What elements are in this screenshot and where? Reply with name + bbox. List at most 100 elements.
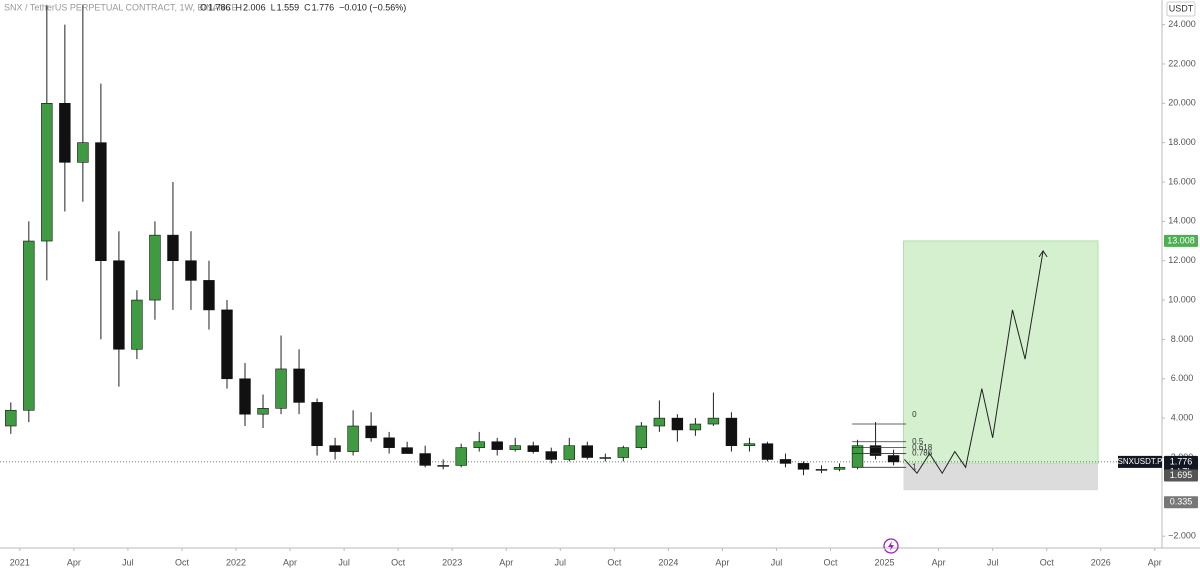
header-c-label: C	[304, 2, 311, 12]
lightning-icon[interactable]	[883, 538, 899, 554]
y-tick-label: 10.000	[1168, 294, 1196, 304]
x-tick-label: Jul	[771, 557, 783, 567]
candle-body	[707, 417, 720, 425]
fib-label: 0.5	[912, 437, 924, 446]
candle-body	[671, 417, 684, 431]
candle-body	[473, 441, 485, 448]
x-tick-label: Apr	[283, 557, 297, 567]
candle-body	[95, 142, 107, 262]
candle-body	[239, 378, 251, 415]
candle-body	[203, 280, 215, 311]
target-label: 13.008	[1167, 235, 1195, 245]
header: SNX / TetherUS PERPETUAL CONTRACT, 1W, B…	[4, 2, 238, 12]
candle-body	[599, 457, 612, 459]
y-tick-label: 4.000	[1171, 413, 1194, 423]
candle-body	[347, 425, 359, 452]
candle-body	[365, 425, 377, 439]
profit-zone	[903, 240, 1099, 464]
header-o: 1.786	[208, 2, 231, 12]
stop-label: 0.335	[1170, 497, 1193, 507]
x-tick-label: Oct	[824, 557, 839, 567]
candle-body	[743, 443, 756, 446]
x-tick-label: Jul	[338, 557, 350, 567]
candle-body	[185, 260, 197, 281]
candle-body	[23, 240, 35, 411]
projection-path	[904, 250, 1044, 475]
candle-body	[491, 441, 503, 450]
x-tick-label: Apr	[932, 557, 946, 567]
header-o-label: O	[200, 2, 207, 12]
currency: USDT	[1169, 3, 1194, 13]
x-tick-label: Apr	[67, 557, 81, 567]
header-change: −0.010 (−0.56%)	[339, 2, 406, 12]
candle-body	[653, 417, 666, 427]
x-tick-label: Oct	[175, 557, 190, 567]
candle-body	[689, 423, 702, 431]
fib-label: 1	[912, 462, 917, 471]
candle-body	[419, 453, 431, 466]
candle-body	[635, 425, 648, 448]
candle-body	[725, 417, 738, 446]
header-h: 2.006	[243, 2, 266, 12]
x-tick-label: Oct	[607, 557, 622, 567]
candle-body	[851, 445, 864, 468]
ticker: SNXUSDT.P	[1118, 457, 1163, 466]
candle-body	[797, 463, 810, 470]
x-tick-label: 2025	[875, 557, 895, 567]
candle-body	[869, 445, 882, 456]
candle-body	[545, 451, 557, 460]
x-tick-label: Jul	[555, 557, 567, 567]
symbol: SNX / TetherUS PERPETUAL CONTRACT, 1W, B…	[4, 2, 238, 12]
y-tick-label: 14.000	[1168, 216, 1196, 226]
candle-body	[131, 299, 143, 350]
x-tick-label: Oct	[391, 557, 406, 567]
candle-body	[221, 309, 233, 380]
candle-body	[437, 465, 449, 467]
last-price-label: 1.776	[1170, 456, 1193, 466]
y-tick-label: −2.000	[1168, 531, 1196, 541]
x-tick-label: Jul	[987, 557, 999, 567]
currency-box	[1166, 1, 1196, 17]
candle-body	[833, 467, 846, 470]
candle-body	[563, 445, 575, 460]
fib-label: 0.618	[912, 443, 933, 452]
x-tick-label: Apr	[499, 557, 513, 567]
y-tick-label: 20.000	[1168, 98, 1196, 108]
candle-body	[5, 409, 17, 427]
header-c: 1.776	[312, 2, 335, 12]
fib-label: 0.786	[912, 449, 933, 458]
y-tick-label: 6.000	[1171, 373, 1194, 383]
header-l-label: L	[271, 2, 276, 12]
x-tick-label: 2024	[658, 557, 678, 567]
candle-body	[581, 445, 594, 458]
x-tick-label: 2023	[442, 557, 462, 567]
header-h-label: H	[236, 2, 243, 12]
x-tick-label: Apr	[715, 557, 729, 567]
candle-body	[527, 445, 539, 452]
candle-body	[455, 447, 467, 466]
candle-body	[59, 103, 71, 163]
stop-label-bg	[1164, 496, 1198, 509]
candle-body	[167, 234, 179, 262]
candle-body	[779, 459, 792, 464]
candle-body	[887, 455, 900, 463]
candle-body	[617, 447, 630, 458]
y-tick-label: 8.000	[1171, 334, 1194, 344]
x-tick-label: Apr	[1148, 557, 1162, 567]
candle-body	[761, 443, 774, 460]
candle-body	[257, 407, 269, 415]
candle-body	[77, 142, 89, 163]
loss-zone	[903, 463, 1099, 491]
x-tick-label: 2021	[10, 557, 30, 567]
candle-body	[329, 445, 341, 452]
ticker-bg	[1118, 455, 1162, 468]
projection-arrow	[1038, 249, 1048, 258]
y-tick-label: 18.000	[1168, 137, 1196, 147]
x-tick-label: Oct	[1040, 557, 1055, 567]
candle-body	[41, 103, 53, 242]
candle-body	[383, 437, 395, 448]
candle-body	[509, 445, 521, 450]
candle-body	[401, 447, 413, 454]
x-tick-label: Jul	[122, 557, 134, 567]
